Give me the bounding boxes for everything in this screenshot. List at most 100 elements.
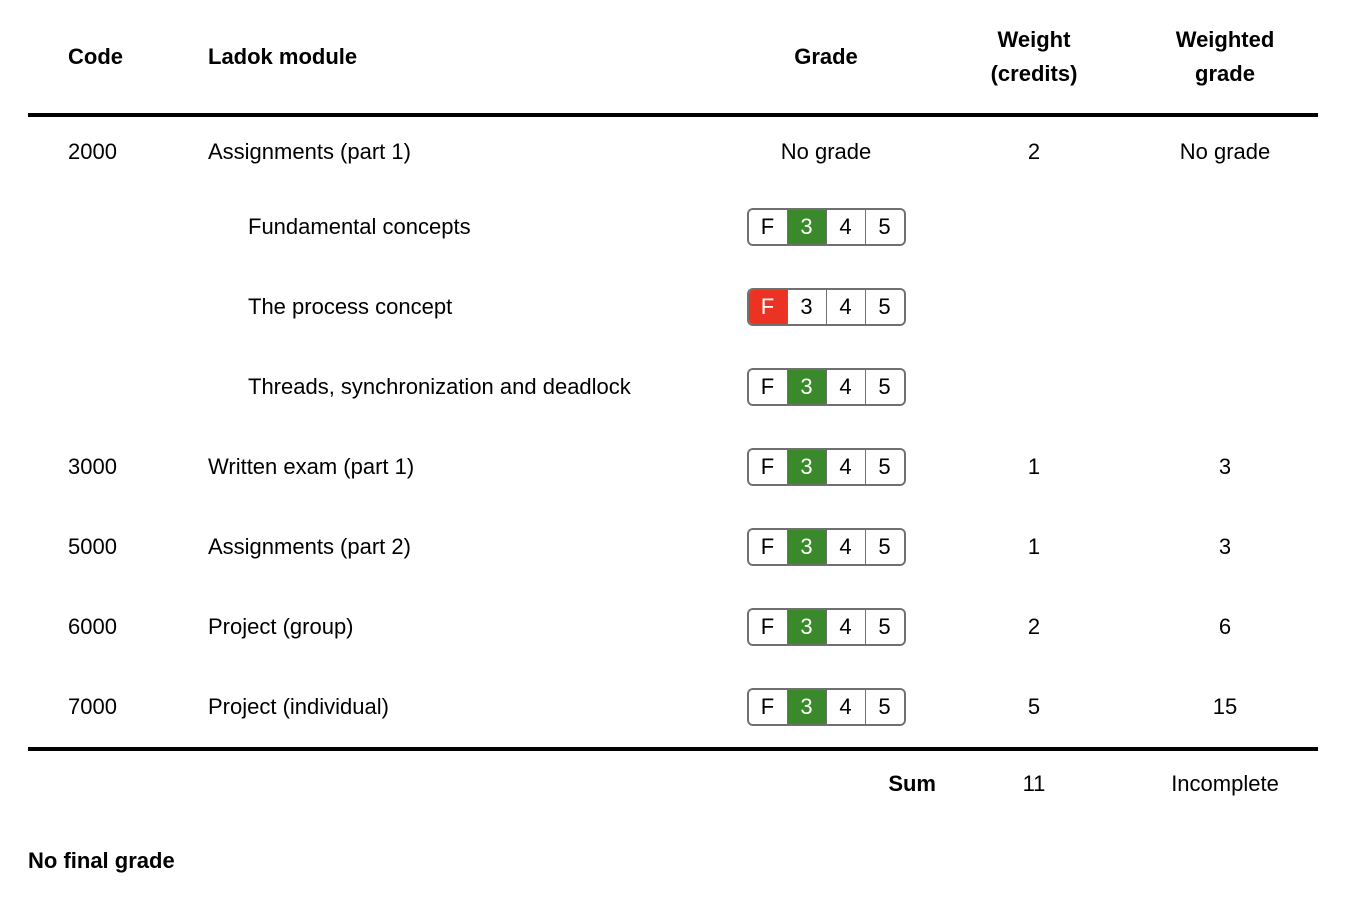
grade-option-f[interactable]: F — [748, 370, 788, 404]
grade-option-3[interactable]: 3 — [787, 690, 827, 724]
header-grade: Grade — [716, 0, 936, 117]
empty-cell — [28, 187, 208, 267]
module-name: Assignments (part 1) — [208, 139, 411, 164]
grade-option-4[interactable]: 4 — [826, 450, 866, 484]
empty-cell — [208, 749, 716, 817]
header-weighted-grade: Weighted grade — [1132, 0, 1318, 117]
grade-option-3[interactable]: 3 — [787, 290, 827, 324]
empty-cell — [28, 267, 208, 347]
grade-option-f[interactable]: F — [748, 210, 788, 244]
grade-option-f[interactable]: F — [748, 450, 788, 484]
module-name: Assignments (part 2) — [208, 534, 411, 559]
empty-cell — [936, 187, 1132, 267]
table-header-row: Code Ladok module Grade Weight (credits) … — [28, 0, 1318, 117]
grade-option-4[interactable]: 4 — [826, 690, 866, 724]
grade-option-4[interactable]: 4 — [826, 610, 866, 644]
total-weight: 11 — [1022, 771, 1046, 796]
grade-option-3[interactable]: 3 — [787, 450, 827, 484]
grade-option-5[interactable]: 5 — [865, 290, 904, 324]
sum-label: Sum — [888, 771, 936, 796]
module-weighted-grade: 6 — [1218, 614, 1232, 639]
header-code: Code — [28, 0, 208, 117]
grade-option-5[interactable]: 5 — [865, 610, 904, 644]
header-weight-line2: (credits) — [990, 60, 1078, 86]
empty-cell — [1132, 187, 1318, 267]
grade-option-f[interactable]: F — [748, 690, 788, 724]
module-weight: 1 — [1027, 534, 1041, 559]
grade-option-3[interactable]: 3 — [787, 210, 827, 244]
final-grade: No final grade — [28, 848, 175, 873]
module-weight: 5 — [936, 667, 1132, 751]
grade-option-3[interactable]: 3 — [787, 370, 827, 404]
sub-item-name: The process concept — [248, 294, 453, 319]
module-weighted-grade: 15 — [1132, 667, 1318, 751]
grade-option-4[interactable]: 4 — [826, 290, 866, 324]
module-grade-text: No grade — [780, 139, 872, 164]
module-weight: 1 — [1027, 454, 1041, 479]
module-weight: 2 — [1027, 614, 1041, 639]
table-row: 2000 Assignments (part 1) No grade 2 No … — [28, 115, 1318, 187]
header-weighted-line2: grade — [1195, 60, 1255, 86]
header-weight-line1: Weight — [997, 26, 1071, 52]
module-code: 7000 — [28, 667, 208, 751]
grade-option-f[interactable]: F — [748, 530, 788, 564]
module-code: 3000 — [68, 454, 117, 479]
empty-cell — [1132, 347, 1318, 427]
empty-cell — [936, 267, 1132, 347]
module-name: Written exam (part 1) — [208, 454, 415, 479]
empty-cell — [1132, 267, 1318, 347]
grade-option-3[interactable]: 3 — [787, 610, 827, 644]
grade-option-4[interactable]: 4 — [826, 530, 866, 564]
header-weighted-line1: Weighted — [1175, 26, 1275, 52]
module-weight: 2 — [1027, 139, 1041, 164]
module-code: 2000 — [68, 139, 117, 164]
grade-option-4[interactable]: 4 — [826, 210, 866, 244]
grade-option-5[interactable]: 5 — [865, 370, 904, 404]
grade-option-f[interactable]: F — [748, 290, 788, 324]
sum-row: Sum 11 Incomplete — [28, 749, 1318, 817]
module-code: 6000 — [68, 614, 117, 639]
grade-option-5[interactable]: 5 — [865, 530, 904, 564]
grade-option-f[interactable]: F — [748, 610, 788, 644]
grade-option-3[interactable]: 3 — [787, 530, 827, 564]
module-weighted-grade: 3 — [1218, 454, 1232, 479]
empty-cell — [28, 749, 208, 817]
empty-cell — [936, 347, 1132, 427]
module-weighted-grade: No grade — [1179, 139, 1271, 164]
module-weighted-grade: 3 — [1218, 534, 1232, 559]
module-code: 5000 — [68, 534, 117, 559]
grade-option-4[interactable]: 4 — [826, 370, 866, 404]
header-weight: Weight (credits) — [936, 0, 1132, 117]
sub-item-name: Threads, synchronization and deadlock — [248, 374, 631, 399]
module-name: Project (group) — [208, 614, 354, 639]
grade-option-5[interactable]: 5 — [865, 450, 904, 484]
grade-option-5[interactable]: 5 — [865, 210, 904, 244]
header-module: Ladok module — [208, 0, 716, 117]
empty-cell — [28, 347, 208, 427]
total-weighted-grade: Incomplete — [1171, 771, 1279, 796]
module-name: Project (individual) — [208, 667, 716, 751]
grade-option-5[interactable]: 5 — [865, 690, 904, 724]
sub-item-name: Fundamental concepts — [248, 214, 471, 239]
